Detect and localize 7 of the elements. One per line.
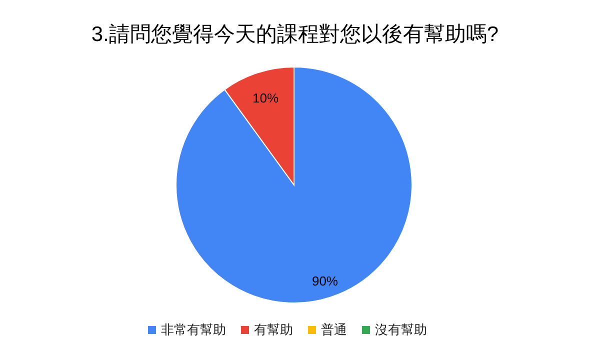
- legend-label: 有幫助: [254, 322, 293, 337]
- data-label: 90%: [312, 273, 338, 288]
- legend-label: 沒有幫助: [375, 322, 427, 337]
- legend-label: 非常有幫助: [161, 322, 226, 337]
- legend-label: 普通: [321, 322, 347, 337]
- chart-title: 3.請問您覺得今天的課程對您以後有幫助嗎?: [91, 23, 499, 46]
- data-label: 10%: [252, 90, 279, 106]
